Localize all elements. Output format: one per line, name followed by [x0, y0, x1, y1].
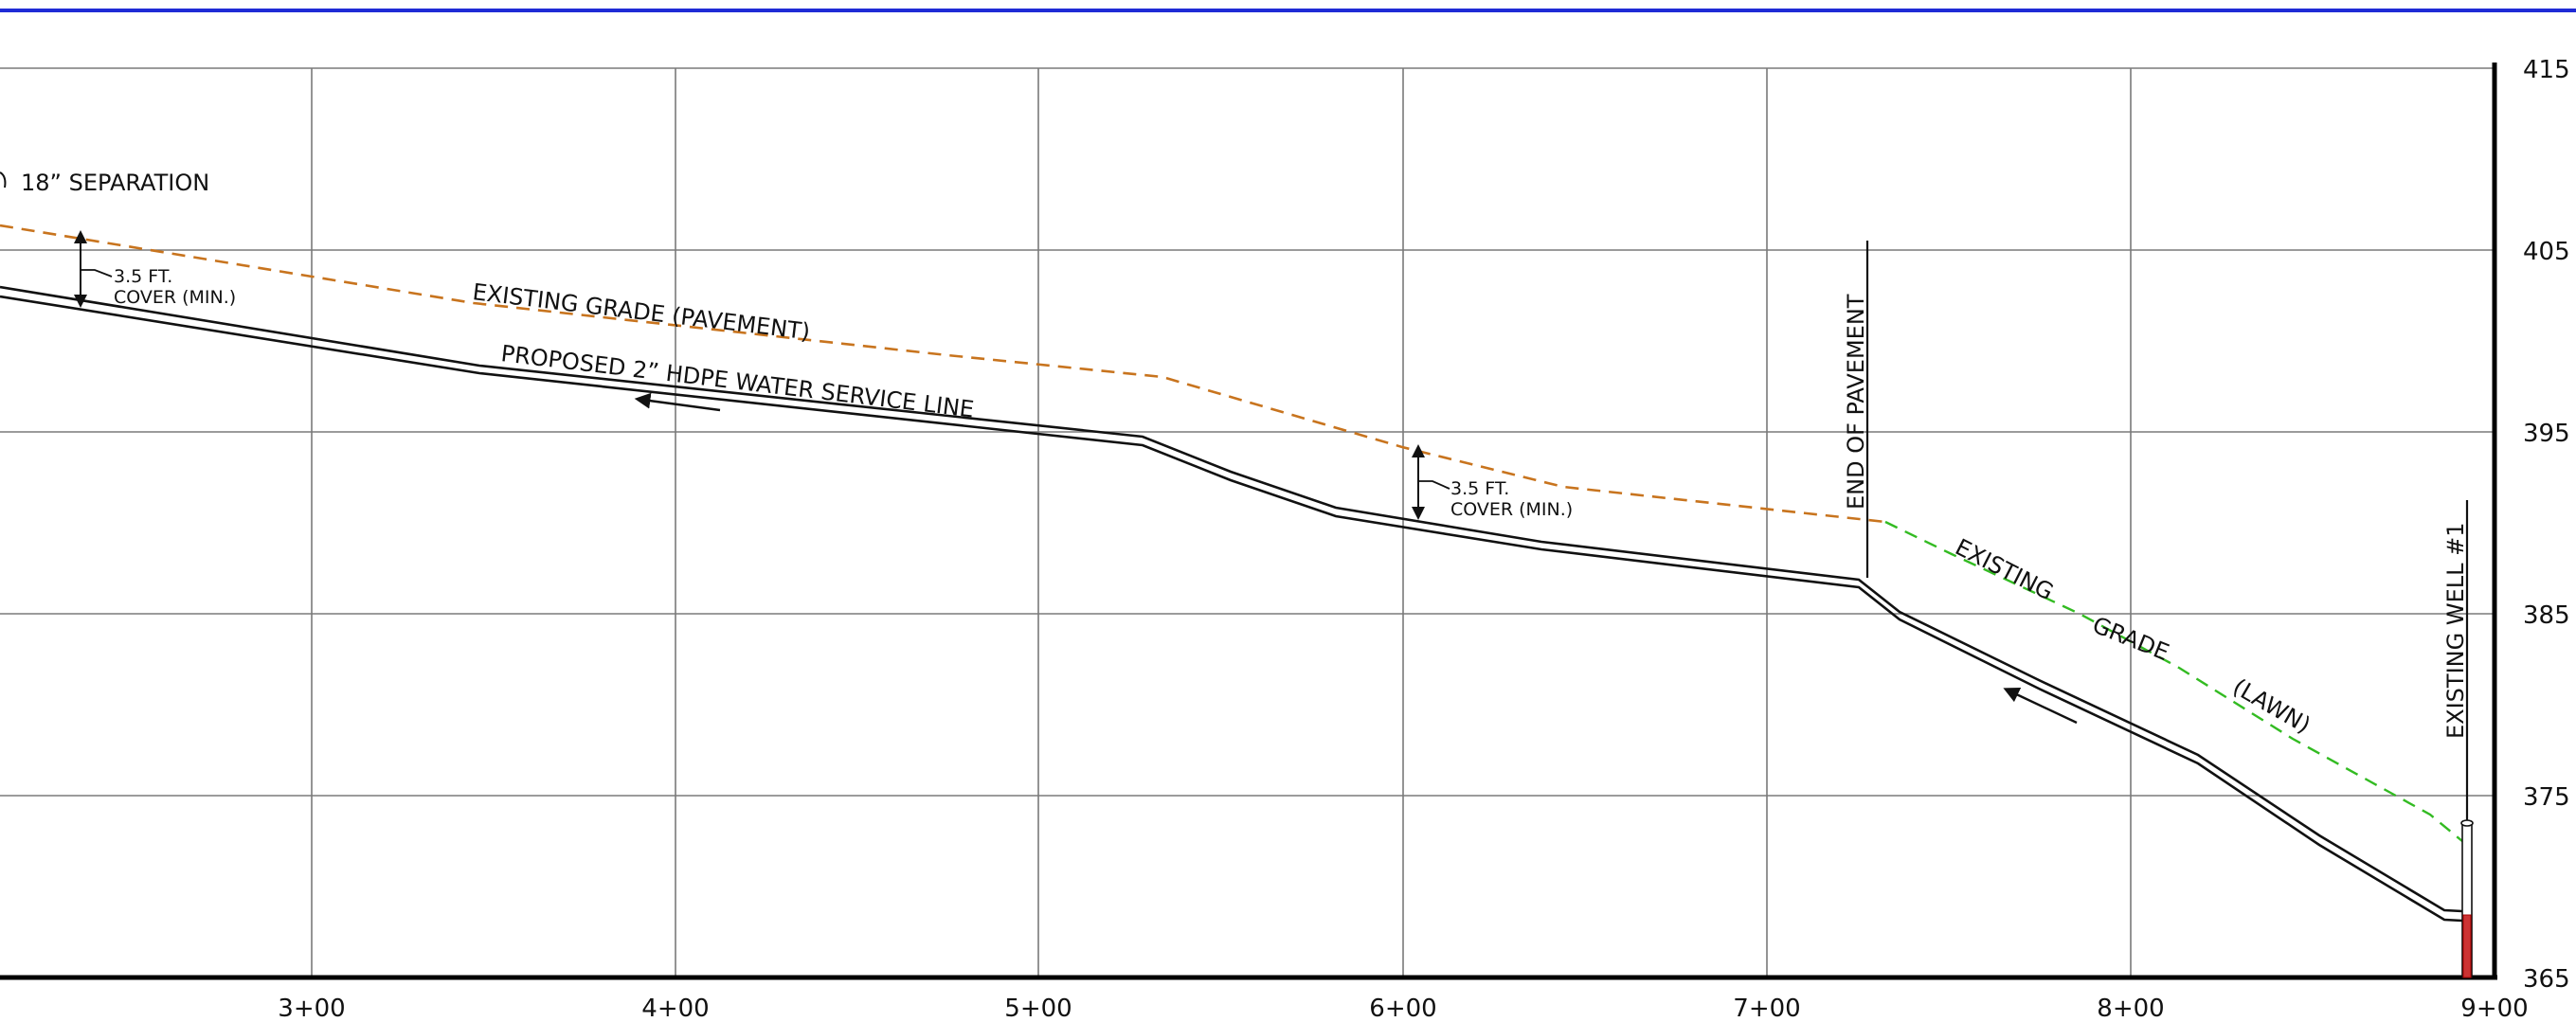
grid: [0, 67, 2495, 977]
y-tick-labels: 415 405 395 385 375 365: [2523, 56, 2570, 994]
x-tick-7: 7+00: [1733, 995, 1800, 1022]
x-tick-4: 4+00: [641, 995, 709, 1022]
x-tick-3: 3+00: [278, 995, 345, 1022]
existing-well-label: EXISTING WELL #1: [2442, 523, 2469, 739]
cover-note-2-line2: COVER (MIN.): [1450, 499, 1573, 520]
separation-leader: [0, 171, 7, 188]
x-tick-6: 6+00: [1369, 995, 1436, 1022]
y-tick-375: 375: [2523, 783, 2570, 812]
cover-dimension-2: 3.5 FT. COVER (MIN.): [1412, 444, 1573, 520]
cover-note-1-line2: COVER (MIN.): [114, 287, 236, 308]
x-tick-labels: 3+00 4+00 5+00 6+00 7+00 8+00 9+00: [278, 995, 2528, 1022]
end-of-pavement-label: END OF PAVEMENT: [1843, 294, 1869, 510]
flow-arrow-left: [634, 392, 721, 412]
x-tick-8: 8+00: [2097, 995, 2164, 1022]
flow-arrow-right: [2003, 687, 2078, 725]
y-tick-405: 405: [2523, 238, 2570, 266]
cover-note-2-line1: 3.5 FT.: [1450, 478, 1509, 499]
separation-note: 18” SEPARATION: [21, 170, 209, 196]
y-tick-365: 365: [2523, 965, 2570, 994]
existing-grade-lawn-line: [1884, 520, 2469, 847]
x-tick-9: 9+00: [2460, 995, 2528, 1022]
y-tick-385: 385: [2523, 601, 2570, 630]
proposed-line-label: PROPOSED 2” HDPE WATER SERVICE LINE: [499, 340, 975, 422]
cover-note-1-line1: 3.5 FT.: [114, 266, 172, 287]
existing-grade-lawn-label-1: EXISTING: [1951, 533, 2058, 605]
proposed-water-service-line: [0, 285, 2463, 923]
existing-well-casing: [2460, 819, 2474, 978]
existing-grade-pavement-label: EXISTING GRADE (PAVEMENT): [471, 278, 811, 345]
y-tick-395: 395: [2523, 420, 2570, 448]
cover-dimension-1: 3.5 FT. COVER (MIN.): [74, 230, 236, 308]
y-tick-415: 415: [2523, 56, 2570, 84]
existing-grade-pavement-line: [0, 224, 1886, 524]
x-tick-5: 5+00: [1004, 995, 1072, 1022]
